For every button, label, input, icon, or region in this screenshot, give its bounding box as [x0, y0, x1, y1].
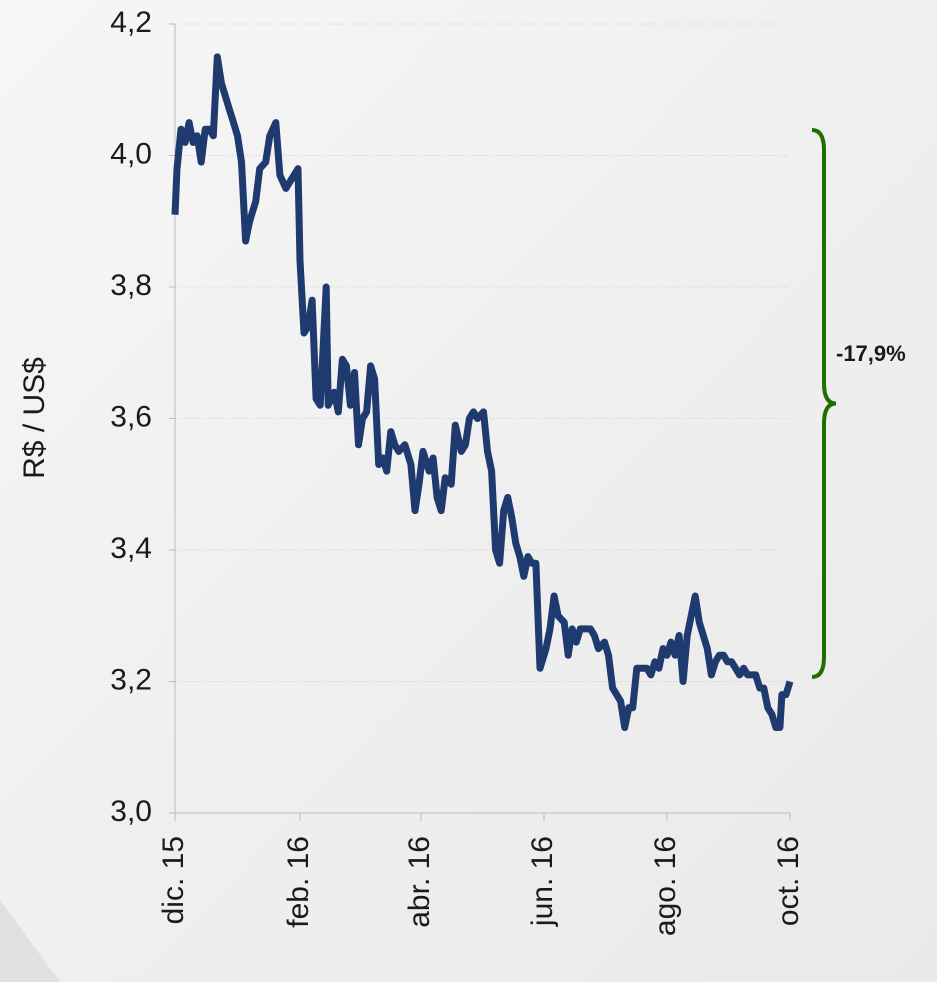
y-tick-label: 4,0 — [110, 137, 152, 170]
x-tick-label: abr. 16 — [403, 836, 436, 928]
y-axis-label: R$ / US$ — [18, 357, 51, 479]
x-tick-label: dic. 15 — [157, 836, 190, 924]
y-tick-label: 3,0 — [110, 795, 152, 828]
x-tick-label: jun. 16 — [526, 836, 559, 927]
x-tick-label: oct. 16 — [772, 836, 805, 926]
y-tick-label: 3,8 — [110, 269, 152, 302]
y-tick-label: 4,2 — [110, 6, 152, 39]
y-tick-label: 3,6 — [110, 400, 152, 433]
annotation: -17,9% — [836, 341, 906, 366]
corner-shade — [0, 900, 60, 982]
brace — [811, 128, 837, 679]
y-tick-label: 3,2 — [110, 663, 152, 696]
x-tick-label: feb. 16 — [282, 836, 315, 928]
line — [171, 53, 794, 731]
x-tick-label: ago. 16 — [649, 836, 682, 936]
y-tick-label: 3,4 — [110, 532, 152, 565]
